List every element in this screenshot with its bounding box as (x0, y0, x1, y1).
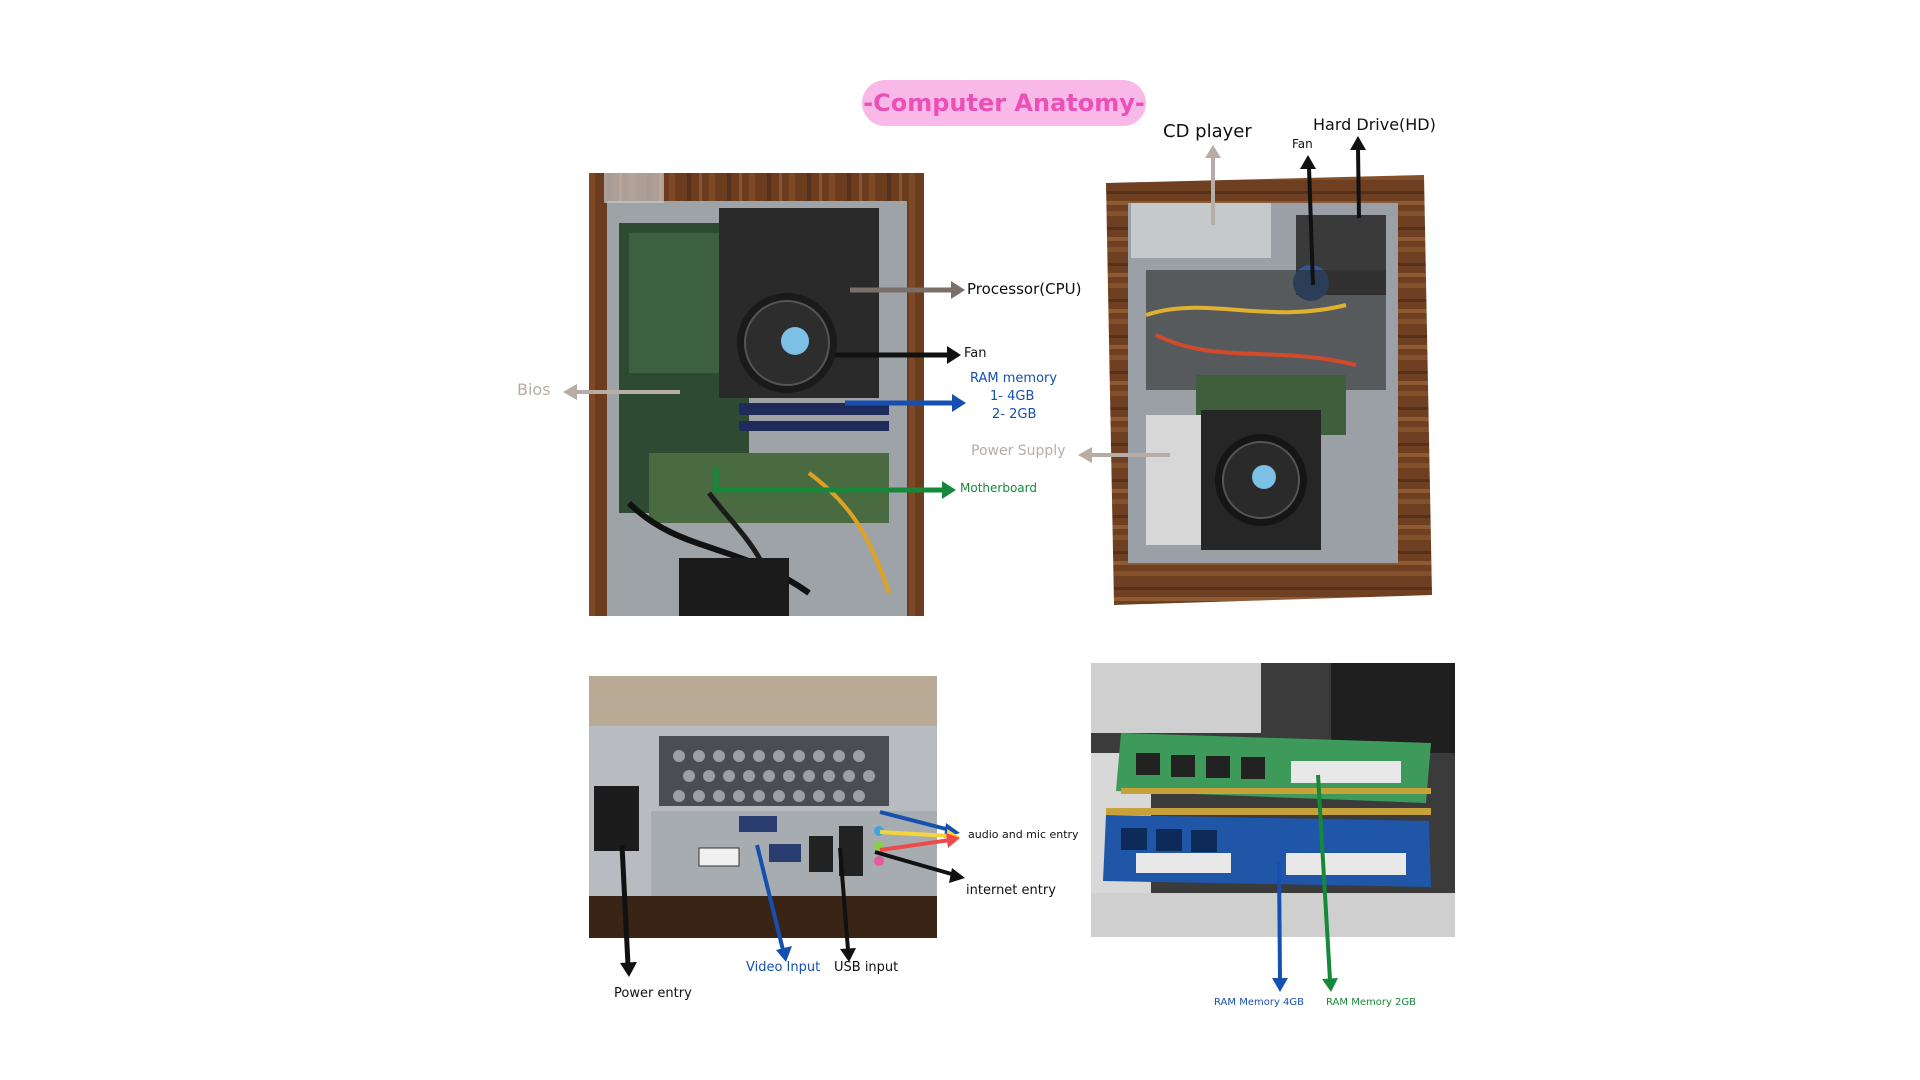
label-ram-title: RAM memory (970, 371, 1058, 386)
label-bios: Bios (517, 380, 551, 399)
arrow-audio-red (879, 833, 960, 852)
page-title: -Computer Anatomy- (862, 80, 1146, 126)
arrow-usb-input (838, 847, 856, 962)
label-processor: Processor(CPU) (967, 280, 1082, 298)
arrow-fan-side (1300, 155, 1316, 286)
arrow-bios (563, 384, 680, 400)
label-hard-drive: Hard Drive(HD) (1313, 115, 1436, 134)
arrow-motherboard (713, 468, 956, 499)
photo-ram-sticks (1091, 663, 1455, 937)
photo-inside-side-view (1106, 175, 1432, 605)
arrow-ram-4gb (1272, 861, 1288, 992)
arrow-processor (850, 281, 965, 299)
label-ram-line1: 1- 4GB (990, 389, 1035, 404)
label-power-entry: Power entry (614, 986, 692, 1001)
photo-inside-top-view (589, 173, 924, 616)
arrow-hard-drive (1350, 136, 1366, 219)
arrow-ram-2gb (1316, 774, 1338, 992)
label-fan-top: Fan (964, 346, 987, 361)
label-fan-side: Fan (1292, 137, 1313, 151)
label-power-supply: Power Supply (971, 443, 1066, 459)
label-internet: internet entry (966, 883, 1056, 898)
arrow-fan-top (835, 346, 961, 364)
label-ram-2gb: RAM Memory 2GB (1326, 997, 1417, 1008)
photo-back-panel (589, 676, 937, 938)
arrow-internet (874, 850, 965, 883)
label-motherboard: Motherboard (960, 481, 1037, 495)
label-audio-mic: audio and mic entry (968, 828, 1079, 841)
label-video-input: Video Input (746, 960, 821, 975)
arrow-ram (845, 394, 966, 412)
label-usb-input: USB input (834, 960, 899, 975)
arrow-video-input (755, 844, 792, 962)
label-cd-player: CD player (1163, 121, 1252, 142)
arrow-cd-player (1205, 145, 1221, 225)
label-ram-line2: 2- 2GB (992, 407, 1037, 422)
label-ram-4gb: RAM Memory 4GB (1214, 997, 1305, 1008)
arrow-power-supply (1078, 447, 1170, 463)
arrow-power-entry (619, 844, 637, 977)
